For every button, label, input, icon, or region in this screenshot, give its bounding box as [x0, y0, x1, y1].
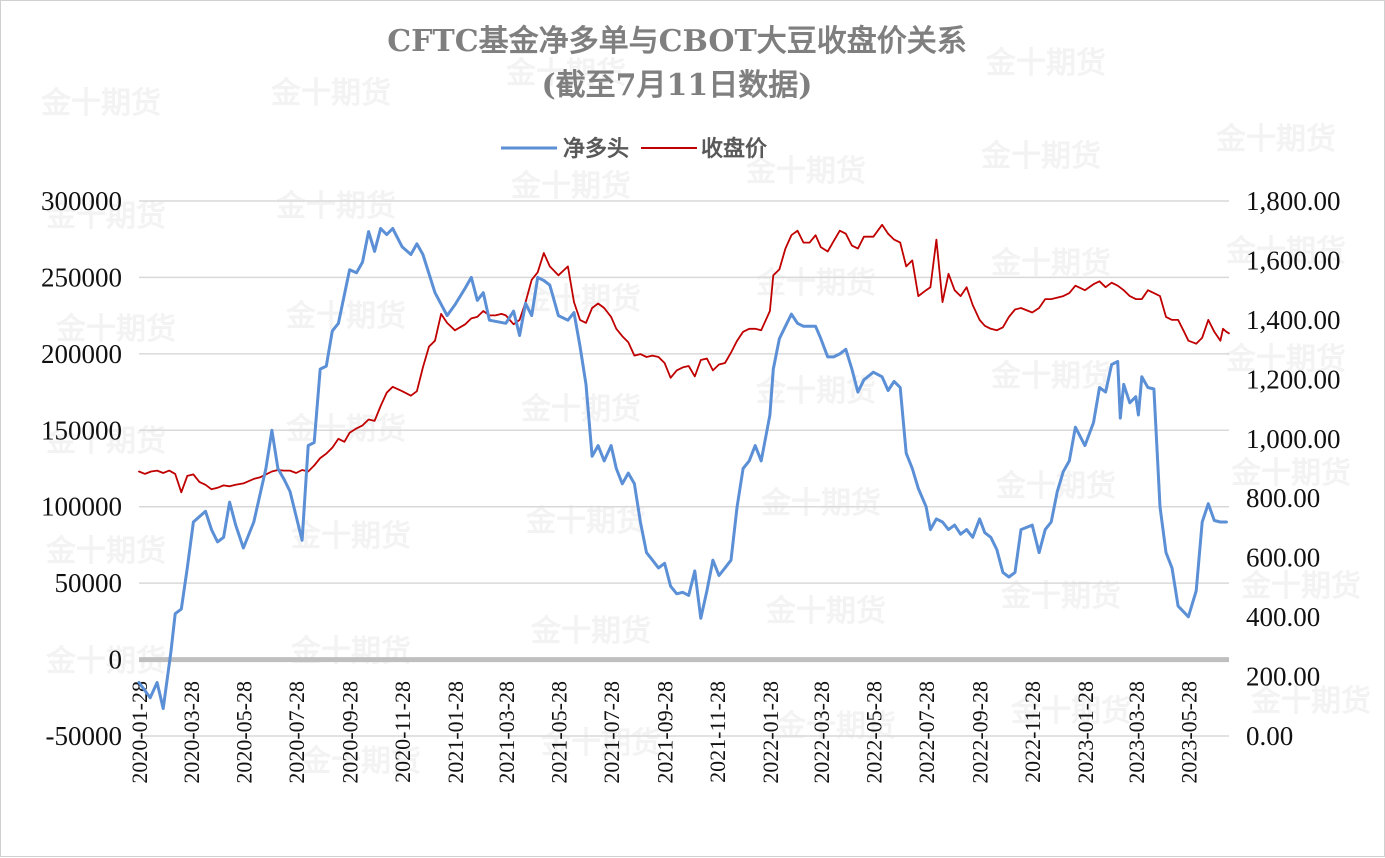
watermark-text: 金十期货: [45, 199, 166, 234]
watermark-text: 金十期货: [1250, 684, 1371, 719]
watermark-text: 金十期货: [40, 86, 161, 121]
x-tick-label: 2021-11-28: [705, 681, 730, 783]
right-tick-label: 1,000.00: [1246, 424, 1341, 454]
watermark-text: 金十期货: [275, 189, 396, 224]
watermark-text: 金十期货: [290, 519, 411, 554]
x-tick-label: 2020-11-28: [390, 681, 415, 783]
watermark-text: 金十期货: [540, 726, 661, 761]
legend: 净多头 收盘价: [501, 136, 768, 162]
right-tick-label: 0.00: [1246, 721, 1293, 751]
right-tick-label: 1,400.00: [1246, 305, 1341, 335]
watermark-text: 金十期货: [45, 534, 166, 569]
watermark-text: 金十期货: [285, 299, 406, 334]
series-layer: [137, 223, 1230, 710]
right-axis: 1,800.00 1,600.00 1,400.00 1,200.00 1,000.00…: [1246, 186, 1341, 751]
watermark-text: 金十期货: [520, 282, 641, 317]
right-tick-label: 1,600.00: [1246, 245, 1341, 275]
watermark-text: 金十期货: [525, 504, 646, 539]
series-line-close-price: [138, 223, 1230, 494]
x-tick-label: 2021-09-28: [653, 681, 678, 784]
watermark-text: 金十期货: [775, 709, 896, 744]
watermark-layer: 金十期货金十期货金十期货金十期货金十期货金十期货金十期货金十期货金十期货金十期货…: [40, 46, 1371, 779]
left-axis: 300000 250000 200000 150000 100000 50000 0 -500…: [41, 186, 122, 751]
watermark-text: 金十期货: [755, 266, 876, 301]
x-tick-label: 2022-09-28: [968, 681, 993, 784]
left-tick-label: 0: [109, 645, 123, 675]
series-line-net-long: [137, 227, 1228, 710]
chart-subtitle: (截至7月11日数据): [541, 68, 812, 103]
x-tick-label: 2022-01-28: [758, 681, 783, 784]
watermark-text: 金十期货: [1215, 122, 1336, 157]
watermark-text: 金十期货: [1010, 694, 1131, 729]
right-tick-label: 200.00: [1246, 662, 1320, 692]
x-tick-label: 2020-01-28: [127, 681, 152, 784]
watermark-text: 金十期货: [1230, 456, 1351, 491]
x-tick-label: 2021-07-28: [599, 681, 624, 784]
x-tick-label: 2023-01-28: [1073, 681, 1098, 784]
watermark-text: 金十期货: [300, 744, 421, 779]
left-tick-label: 100000: [41, 492, 122, 522]
watermark-text: 金十期货: [1225, 342, 1346, 377]
x-tick-label: 2023-05-28: [1176, 681, 1201, 784]
watermark-text: 金十期货: [1240, 569, 1361, 604]
x-tick-label: 2021-05-28: [546, 681, 571, 784]
x-tick-label: 2020-05-28: [231, 681, 256, 784]
watermark-text: 金十期货: [990, 359, 1111, 394]
x-axis: 2020-01-28 2020-03-28 2020-05-28 2020-07-28…: [127, 681, 1201, 784]
x-tick-label: 2020-09-28: [338, 681, 363, 784]
right-tick-label: 800.00: [1246, 483, 1320, 513]
left-tick-label: 300000: [41, 186, 122, 216]
watermark-text: 金十期货: [745, 154, 866, 189]
watermark-text: 金十期货: [1000, 579, 1121, 614]
left-tick-label: 250000: [41, 262, 122, 292]
watermark-text: 金十期货: [760, 486, 881, 521]
watermark-text: 金十期货: [1225, 234, 1346, 269]
x-tick-label: 2022-05-28: [861, 681, 886, 784]
right-tick-label: 400.00: [1246, 602, 1320, 632]
watermark-text: 金十期货: [765, 594, 886, 629]
right-tick-label: 1,800.00: [1246, 186, 1341, 216]
right-tick-label: 600.00: [1246, 543, 1320, 573]
x-tick-label: 2022-11-28: [1020, 681, 1045, 783]
watermark-text: 金十期货: [520, 392, 641, 427]
watermark-text: 金十期货: [510, 169, 631, 204]
watermark-text: 金十期货: [290, 634, 411, 669]
watermark-text: 金十期货: [285, 412, 406, 447]
left-tick-label: -50000: [46, 721, 123, 751]
watermark-text: 金十期货: [985, 46, 1106, 81]
x-tick-label: 2022-03-28: [809, 681, 834, 784]
left-tick-label: 200000: [41, 339, 122, 369]
chart-title: CFTC基金净多单与CBOT大豆收盘价关系: [387, 24, 967, 59]
watermark-text: 金十期货: [530, 614, 651, 649]
legend-label-net-long: 净多头: [563, 136, 629, 162]
legend-label-close-price: 收盘价: [701, 136, 768, 162]
watermark-text: 金十期货: [55, 312, 176, 347]
x-tick-label: 2023-03-28: [1124, 681, 1149, 784]
watermark-text: 金十期货: [505, 56, 626, 91]
left-tick-label: 50000: [55, 568, 123, 598]
x-tick-label: 2020-07-28: [284, 681, 309, 784]
left-tick-label: 150000: [41, 415, 122, 445]
gridlines: [139, 200, 1229, 737]
x-tick-label: 2022-07-28: [914, 681, 939, 784]
watermark-text: 金十期货: [990, 246, 1111, 281]
x-tick-label: 2021-03-28: [494, 681, 519, 784]
x-tick-label: 2020-03-28: [179, 681, 204, 784]
watermark-text: 金十期货: [980, 139, 1101, 174]
watermark-text: 金十期货: [270, 76, 391, 111]
right-tick-label: 1,200.00: [1246, 364, 1341, 394]
x-tick-label: 2021-01-28: [443, 681, 468, 784]
